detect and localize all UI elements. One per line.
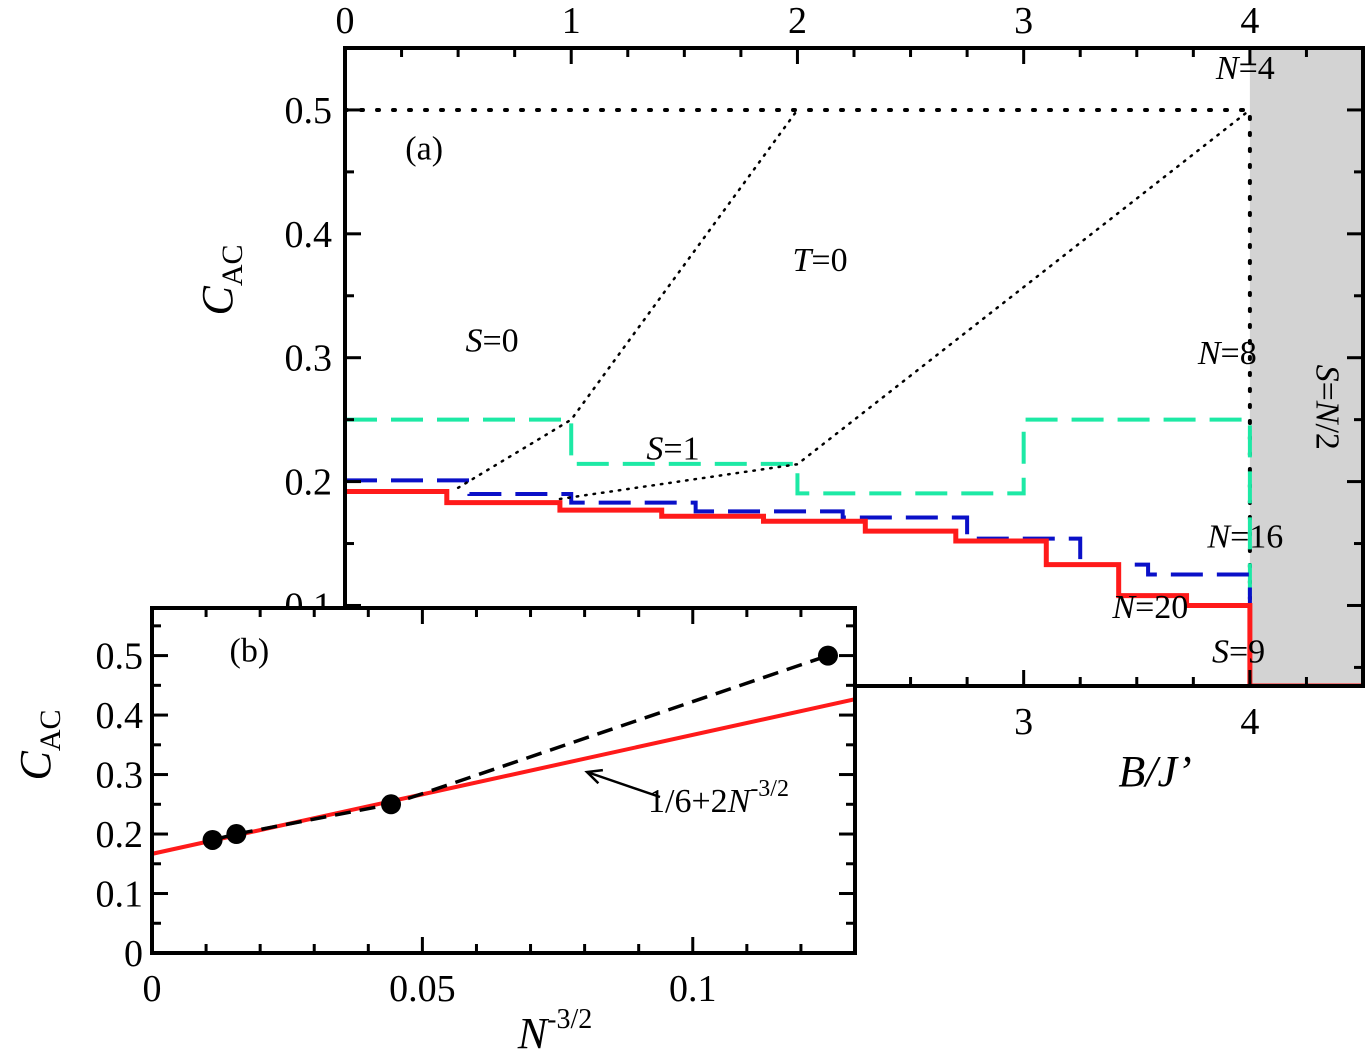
panel-b-series [152,645,855,856]
x-tick-label: 0.1 [669,968,717,1010]
shaded-region-label: S=N/2 [1308,365,1345,450]
x-tick-label-top: 0 [336,0,355,42]
panel-a-y-axis-label: CAC [193,244,249,315]
x-tick-label-top: 4 [1240,0,1259,42]
y-tick-label: 0.5 [96,636,144,678]
panel-a-x-axis-label: B/J’ [1118,747,1191,796]
annotation-b: (b) [230,633,270,670]
panel-b-annotations: (b) [230,633,270,670]
guide-line-5 [558,108,1252,501]
data-point [202,829,223,850]
annotation-s-9: S=9 [1212,633,1265,670]
series-n-8 [345,417,1252,606]
annotation-s-0: S=0 [465,323,518,360]
data-point [226,824,247,845]
y-tick-label: 0.4 [285,214,333,256]
annotation-n-16: N=16 [1206,518,1283,555]
x-tick-label: 0.05 [389,968,456,1010]
annotation-s-1: S=1 [646,430,699,467]
panel-b-frame [150,606,857,955]
data-point [381,794,402,815]
annotation-a: (a) [405,130,443,167]
panel-b-y-axis-label: CAC [11,709,67,780]
panel-a-series [345,107,1363,686]
panel-b-inset: 0 0.05 0.1 0 0.1 0.2 0.3 0.4 0.5 CAC N-3/2 1/6+2… [11,606,857,1058]
y-tick-label: 0 [124,933,143,975]
y-tick-label: 0.2 [96,814,144,856]
x-tick-label-top: 3 [1014,0,1033,42]
panel-b-ticks: 0 0.05 0.1 0 0.1 0.2 0.3 0.4 0.5 [96,608,857,1010]
dashed-guide-line [212,653,829,842]
panel-a-ticks: 0 1 2 3 43 40.10.20.30.40.5 [285,0,1365,743]
guide-line-4 [456,108,799,490]
panel-b-background [152,608,855,953]
x-tick-label: 0 [143,968,162,1010]
x-tick-label-top: 2 [788,0,807,42]
x-tick-label-bottom: 4 [1240,701,1259,743]
y-tick-label: 0.1 [96,874,144,916]
panel-a-annotations: (a) T=0 N=4 S=0 S=1 N=8 N=16 N=20 S=9 [405,50,1283,670]
y-tick-label: 0.4 [96,695,144,737]
series-n-20 [345,489,1363,686]
shaded-region-s-n-half [1249,48,1363,686]
panel-a: 0 1 2 3 43 40.10.20.30.40.5 S=N/2 CAC B/J’ (a… [193,0,1365,796]
y-tick-label: 0.3 [96,755,144,797]
fit-arrow-head [584,768,604,785]
annotation-n-4: N=4 [1215,50,1275,87]
y-tick-label: 0.5 [285,90,333,132]
x-tick-label-bottom: 3 [1014,701,1033,743]
fit-arrow [584,768,661,799]
x-tick-label-top: 1 [562,0,581,42]
y-tick-label: 0.3 [285,338,333,380]
annotation-n-20: N=20 [1111,589,1188,626]
y-tick-label: 0.2 [285,462,333,504]
data-point [817,645,838,666]
series-n-16 [345,478,1252,606]
annotation-t-0: T=0 [793,242,848,279]
panel-b-x-axis-label: N-3/2 [517,1004,592,1058]
annotation-n-8: N=8 [1197,335,1257,372]
fit-line-label: 1/6+2N-3/2 [648,776,789,820]
fit-arrow-shaft [586,770,661,799]
